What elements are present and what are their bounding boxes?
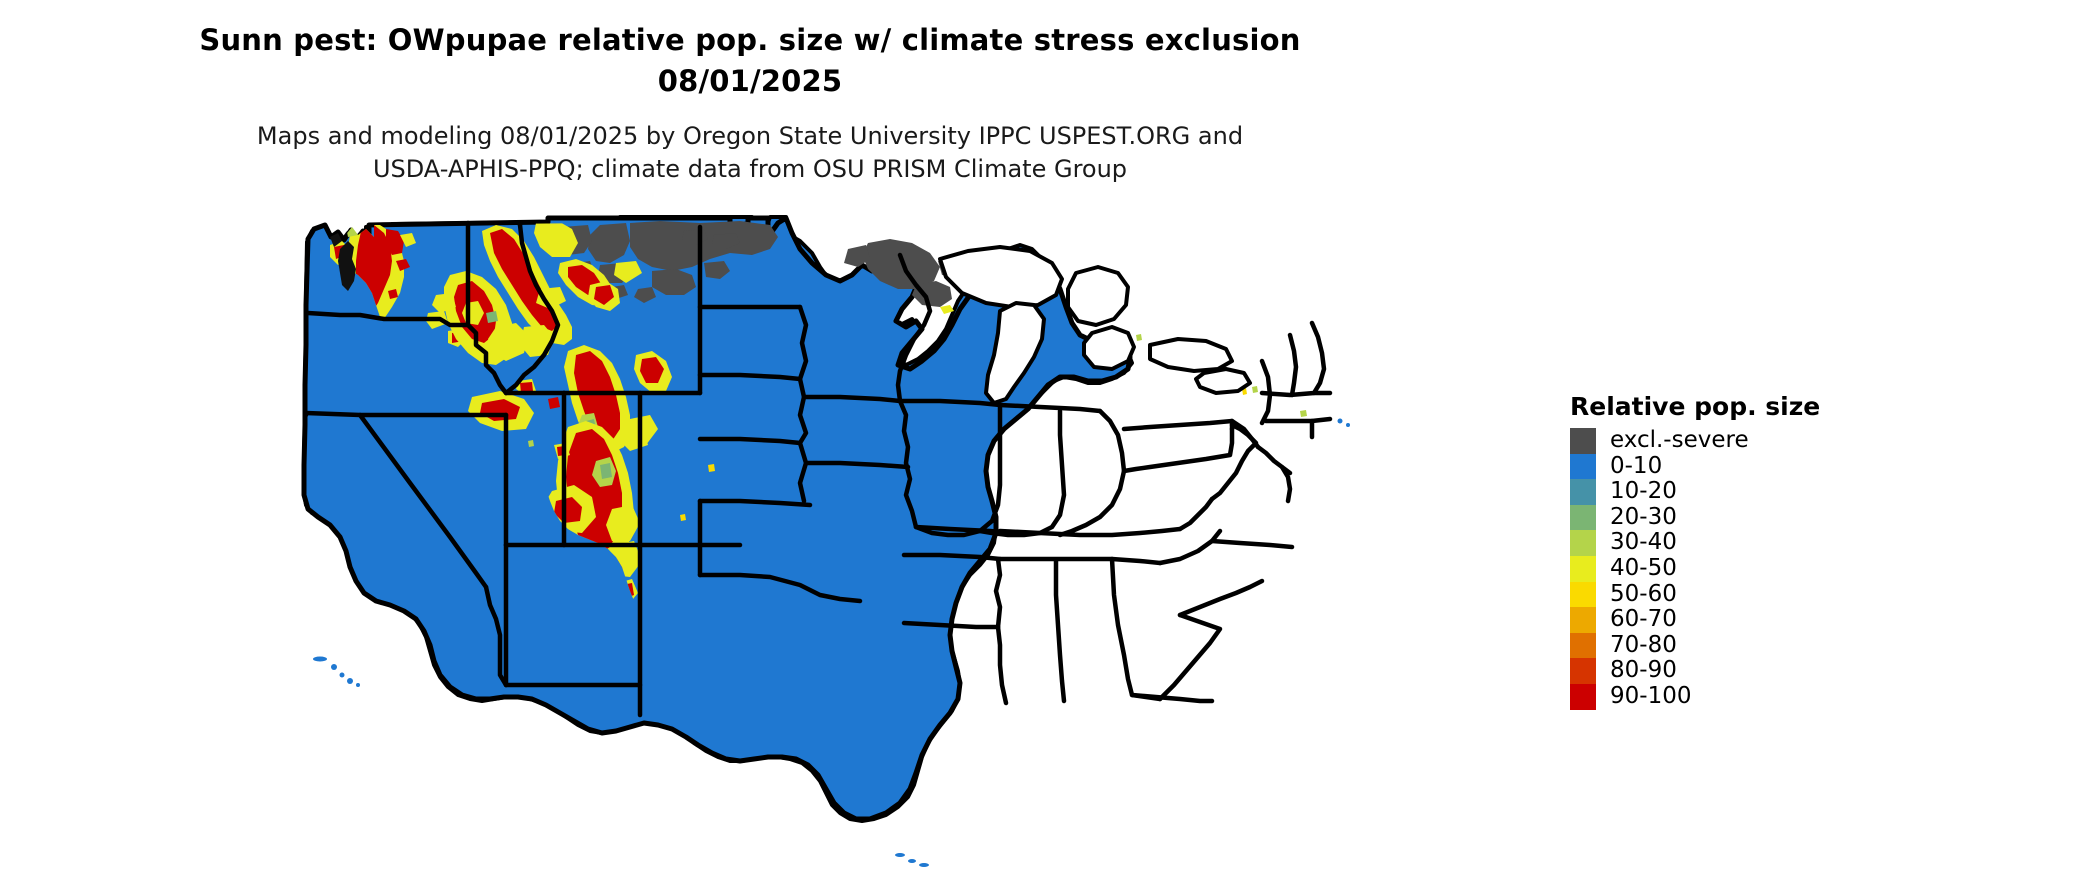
- legend-label: 40-50: [1610, 554, 1677, 581]
- legend-label: 30-40: [1610, 529, 1677, 556]
- legend-row[interactable]: 40-50: [1570, 554, 1990, 582]
- legend-label: 50-60: [1610, 580, 1677, 607]
- map-svg: [301, 215, 1350, 867]
- legend-swatch: [1570, 504, 1596, 531]
- legend-label: 90-100: [1610, 682, 1692, 709]
- legend-row[interactable]: excl.-severe: [1570, 427, 1990, 454]
- legend-label: 10-20: [1610, 478, 1677, 505]
- legend-swatch: [1570, 607, 1596, 633]
- map-coastal-islands: [313, 418, 1350, 867]
- legend-swatch: [1570, 555, 1596, 582]
- legend-row[interactable]: 0-10: [1570, 452, 1990, 480]
- page-subtitle: Maps and modeling 08/01/2025 by Oregon S…: [0, 120, 1500, 186]
- legend-label: 80-90: [1610, 657, 1677, 684]
- map-state-boundaries: [303, 220, 1333, 718]
- legend-row[interactable]: 80-90: [1570, 658, 1990, 684]
- legend-swatch: [1570, 683, 1596, 710]
- legend-swatch: [1570, 453, 1596, 480]
- legend-row[interactable]: 20-30: [1570, 503, 1990, 531]
- subtitle-line-2: USDA-APHIS-PPQ; climate data from OSU PR…: [372, 155, 1128, 183]
- legend-label: 0-10: [1610, 452, 1663, 479]
- map-great-lakes: [938, 245, 1252, 405]
- title-line-2: 08/01/2025: [657, 64, 843, 98]
- legend-label: 70-80: [1610, 631, 1677, 658]
- legend-swatch: [1570, 479, 1596, 505]
- legend-label: 20-30: [1610, 503, 1677, 530]
- legend-swatch: [1570, 530, 1596, 556]
- legend-entries: excl.-severe 0-10 10-20 20-30 30-40 40-50 50-6…: [1570, 427, 1990, 710]
- conus-choropleth-map: [300, 215, 1550, 885]
- legend-swatch: [1570, 428, 1596, 454]
- legend-row[interactable]: 60-70: [1570, 607, 1990, 633]
- legend-swatch: [1570, 658, 1596, 684]
- legend-row[interactable]: 90-100: [1570, 682, 1990, 710]
- legend-label: 60-70: [1610, 606, 1677, 633]
- legend-label: excl.-severe: [1610, 427, 1749, 453]
- subtitle-line-1: Maps and modeling 08/01/2025 by Oregon S…: [256, 122, 1244, 150]
- title-line-1: Sunn pest: OWpupae relative pop. size w/…: [199, 23, 1301, 57]
- legend-swatch: [1570, 581, 1596, 608]
- legend-swatch: [1570, 632, 1596, 659]
- map-legend: Relative pop. size excl.-severe 0-10 10-20…: [1570, 392, 1990, 710]
- legend-row[interactable]: 50-60: [1570, 580, 1990, 608]
- page-title: Sunn pest: OWpupae relative pop. size w/…: [0, 20, 1500, 102]
- legend-row[interactable]: 70-80: [1570, 631, 1990, 659]
- legend-row[interactable]: 30-40: [1570, 530, 1990, 556]
- legend-row[interactable]: 10-20: [1570, 479, 1990, 505]
- legend-title: Relative pop. size: [1570, 392, 1821, 421]
- pop-cluster-montana-bitterroot: [536, 259, 642, 311]
- map-puget-sound: [330, 233, 356, 291]
- map-conus-outline: [301, 215, 1133, 822]
- pop-cluster-idaho-mountains: [432, 221, 578, 365]
